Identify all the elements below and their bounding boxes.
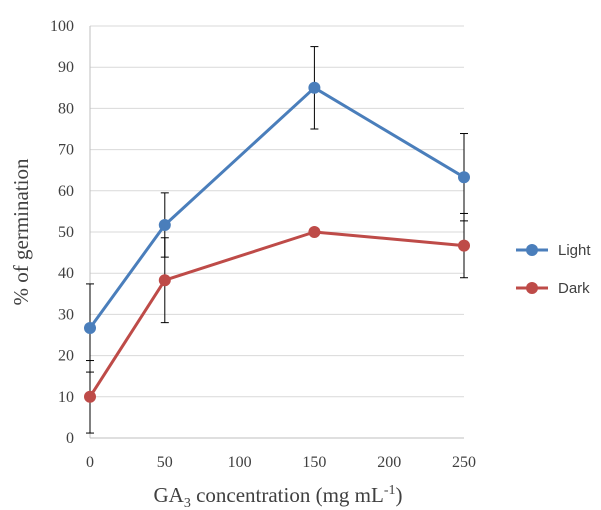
data-points [84,81,470,403]
y-tick-label-60: 60 [58,183,74,200]
y-tick-label-30: 30 [58,306,74,323]
y-axis-ticks: 0 10 20 30 40 50 60 70 80 90 100 [50,18,74,447]
y-tick-label-70: 70 [58,142,74,159]
x-axis-title-prefix: GA [153,483,184,507]
legend-item-light: Light [516,242,591,259]
point-dark-0 [84,390,96,403]
point-dark-250 [458,239,470,252]
legend-dark-marker [526,282,538,294]
grid-lines [90,25,464,439]
y-tick-label-80: 80 [58,100,74,117]
legend-item-dark: Dark [516,280,590,297]
x-tick-label-250: 250 [452,454,476,471]
x-axis-title-suffix: ) [396,483,403,507]
x-tick-label-200: 200 [377,454,401,471]
point-light-250 [458,171,470,184]
y-tick-label-10: 10 [58,389,74,406]
y-tick-label-100: 100 [50,18,74,35]
x-tick-label-150: 150 [302,454,326,471]
legend-light-marker [526,244,538,256]
point-light-150 [308,81,321,94]
legend-light-label: Light [558,242,591,259]
x-tick-label-50: 50 [157,454,173,471]
y-tick-label-20: 20 [58,348,74,365]
legend-dark-label: Dark [558,280,590,297]
y-axis-title: % of germination [9,158,33,305]
series-lines [88,86,465,398]
point-light-50 [158,218,171,231]
legend: Light Dark [516,242,591,297]
x-tick-label-0: 0 [86,454,94,471]
x-tick-label-100: 100 [228,454,252,471]
x-axis-title: GA3 concentration (mg mL-1) [153,483,402,510]
y-tick-label-40: 40 [58,265,74,282]
series-line-dark [88,230,465,398]
y-tick-label-50: 50 [58,224,74,241]
y-tick-label-0: 0 [66,430,74,447]
point-dark-150 [308,226,321,238]
point-light-0 [84,321,96,334]
x-axis-title-middle: concentration (mg mL [191,483,384,507]
y-tick-label-90: 90 [58,59,74,76]
x-axis-title-subscript: 3 [184,496,191,510]
series-line-light [88,86,465,329]
point-dark-50 [158,274,171,287]
x-axis-title-superscript: -1 [384,483,396,498]
x-axis-ticks: 0 50 100 150 200 250 [86,454,476,471]
